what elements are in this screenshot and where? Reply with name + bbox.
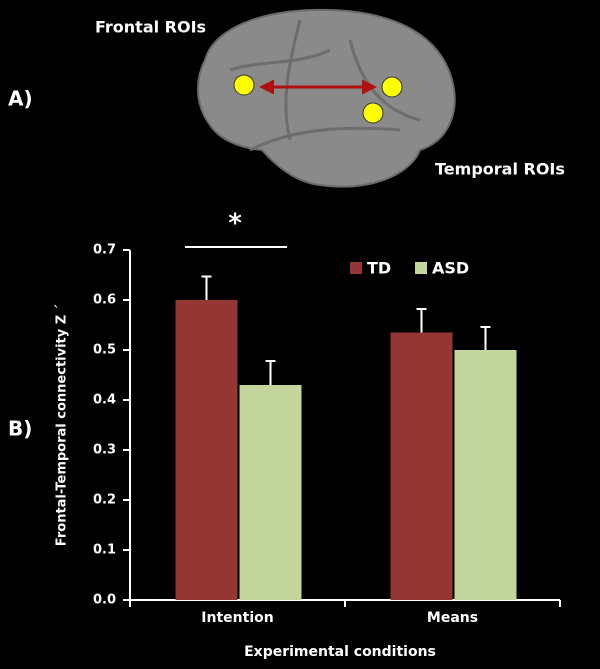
legend-label: TD (367, 259, 391, 278)
brain-label: Frontal ROIs (95, 18, 206, 37)
roi-marker (233, 74, 255, 96)
x-tick-label: Intention (201, 610, 273, 626)
panel-label: A) (8, 87, 33, 111)
roi-marker (362, 102, 384, 124)
legend-label: ASD (432, 259, 469, 278)
x-tick-label: Means (427, 610, 478, 626)
y-tick-label: 0.2 (93, 493, 116, 508)
x-axis-label: Experimental conditions (244, 644, 436, 660)
y-tick-label: 0.1 (93, 543, 116, 558)
bar (239, 385, 302, 600)
significance-marker: * (228, 209, 242, 239)
y-tick-label: 0.3 (93, 443, 116, 458)
bar (390, 332, 453, 600)
y-tick-label: 0.4 (93, 393, 116, 408)
legend-swatch (415, 262, 427, 274)
brain-label: Temporal ROIs (435, 160, 565, 179)
y-tick-label: 0.6 (93, 293, 116, 308)
roi-marker (381, 76, 403, 98)
brain (197, 8, 456, 188)
legend-swatch (350, 262, 362, 274)
bar (454, 350, 517, 600)
panel-label: B) (8, 417, 32, 441)
y-tick-label: 0.0 (93, 593, 116, 608)
bar (175, 300, 238, 600)
y-axis-label: Frontal-Temporal connectivity Z ´ (55, 304, 70, 546)
y-tick-label: 0.7 (93, 243, 116, 258)
y-tick-label: 0.5 (93, 343, 116, 358)
